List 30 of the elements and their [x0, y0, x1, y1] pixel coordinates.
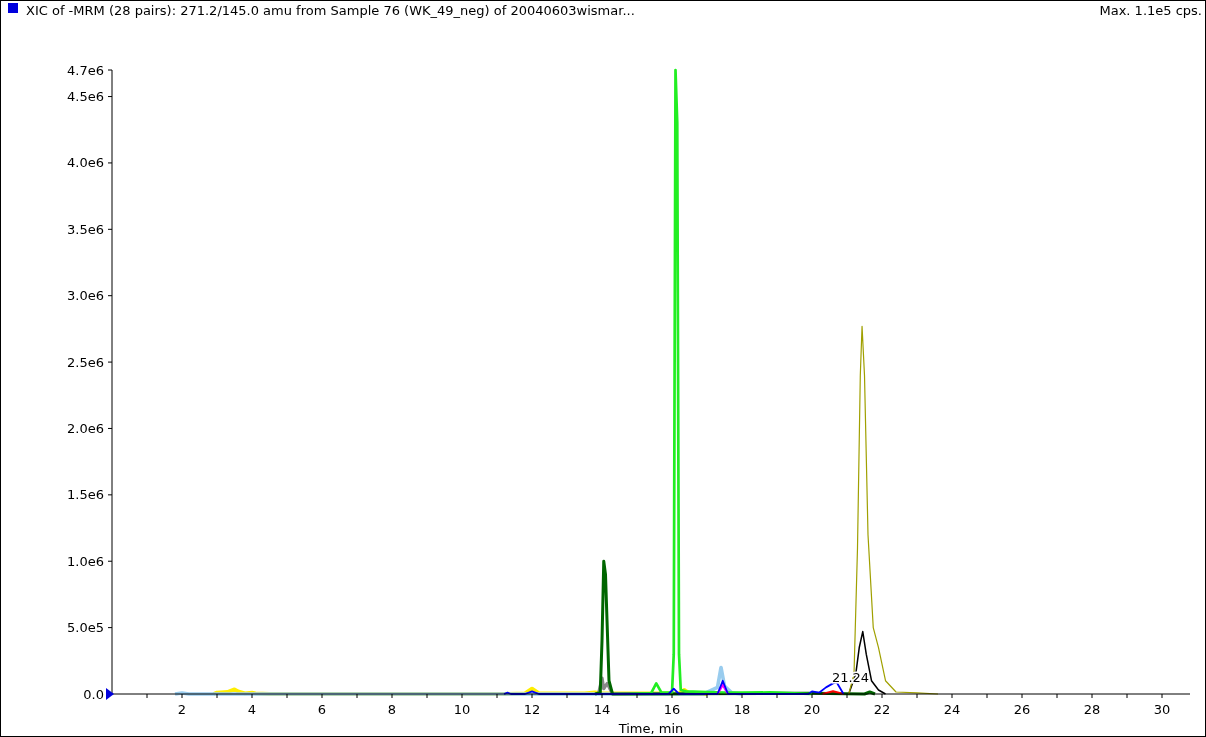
- x-tick-label: 24: [943, 702, 961, 717]
- chart-title: XIC of -MRM (28 pairs): 271.2/145.0 amu from Sample 76 (WK_49_neg) of 20040603wismar...: [26, 3, 635, 18]
- y-tick-label: 3.5e6: [67, 221, 104, 237]
- x-tick-label: 28: [1083, 702, 1101, 717]
- y-tick-label: 2.0e6: [67, 421, 104, 437]
- x-tick-label: 6: [317, 702, 327, 717]
- x-tick-label: 8: [387, 702, 397, 717]
- x-axis-title: Time, min: [617, 721, 684, 736]
- line-series: [173, 665, 744, 696]
- x-tick-label: 20: [803, 702, 821, 717]
- x-tick-label: 16: [663, 702, 681, 717]
- x-tick-label: 2: [177, 702, 187, 717]
- x-tick-label: 30: [1153, 702, 1171, 717]
- y-tick-label: 1.0e6: [67, 553, 104, 569]
- y-tick-label: 4.0e6: [67, 155, 104, 171]
- y-tick-label: 4.7e6: [67, 62, 104, 78]
- x-tick-label: 4: [247, 702, 257, 717]
- y-tick-label: 1.5e6: [67, 487, 104, 503]
- y-tick-label: 3.0e6: [67, 288, 104, 304]
- x-tick-label: 14: [593, 702, 611, 717]
- y-tick-label: 4.5e6: [67, 89, 104, 105]
- x-tick-label: 12: [523, 702, 541, 717]
- y-tick-label: 0.0: [83, 686, 104, 702]
- x-tick-label: 10: [453, 702, 471, 717]
- x-tick-label: 18: [733, 702, 751, 717]
- chart-subtitle: Max. 1.1e5 cps.: [1099, 3, 1202, 18]
- y-tick-label: 2.5e6: [67, 354, 104, 370]
- y-tick-label: 5.0e5: [67, 620, 104, 636]
- x-tick-label: 26: [1013, 702, 1031, 717]
- x-tick-label: 22: [873, 702, 891, 717]
